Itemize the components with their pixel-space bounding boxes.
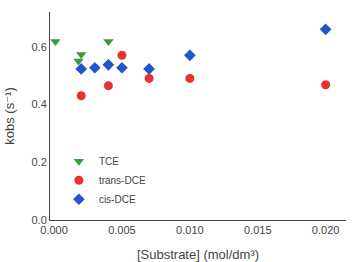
- svg-text:0.005: 0.005: [108, 224, 136, 236]
- svg-text:0.0: 0.0: [32, 214, 47, 226]
- svg-text:0.010: 0.010: [176, 224, 204, 236]
- svg-text:0.6: 0.6: [32, 41, 47, 53]
- svg-text:[Substrate] (mol/dm³): [Substrate] (mol/dm³): [137, 247, 259, 262]
- svg-text:0.4: 0.4: [32, 98, 47, 110]
- svg-text:0.015: 0.015: [244, 224, 272, 236]
- svg-text:0.000: 0.000: [40, 224, 68, 236]
- svg-text:0.2: 0.2: [32, 156, 47, 168]
- svg-text:cis-DCE: cis-DCE: [99, 194, 136, 205]
- svg-text:0.020: 0.020: [312, 224, 340, 236]
- svg-text:TCE: TCE: [99, 156, 119, 167]
- svg-text:trans-DCE: trans-DCE: [99, 175, 146, 186]
- svg-text:kobs (s⁻¹): kobs (s⁻¹): [2, 87, 17, 144]
